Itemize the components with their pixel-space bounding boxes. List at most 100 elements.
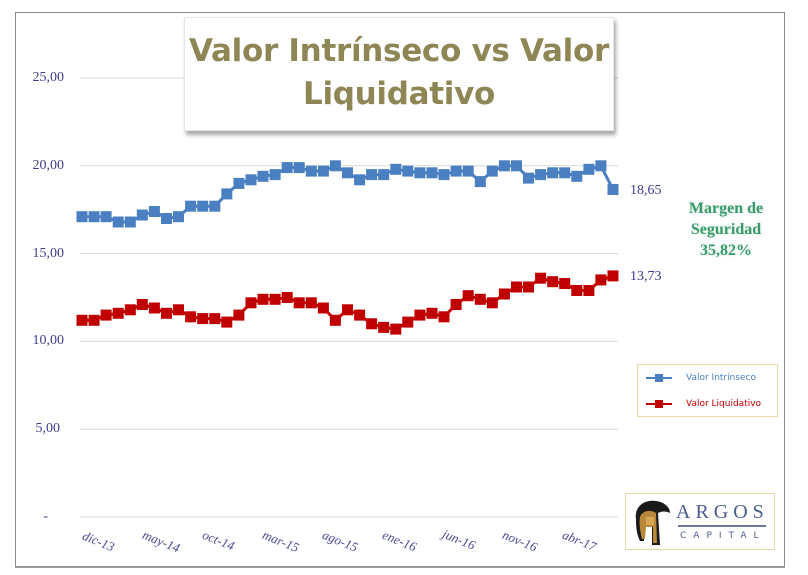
data-point-marker [209,313,221,325]
legend-label: Valor Intrínseco [686,373,757,383]
data-point-marker [354,309,366,321]
data-point-marker [221,188,233,200]
data-point-marker [390,163,402,175]
data-point-marker [76,314,88,326]
data-point-marker [571,170,583,182]
data-point-marker [329,314,341,326]
data-point-marker [450,299,462,310]
safety-margin-value: 35,82% [700,242,752,259]
data-point-marker [329,160,341,172]
data-point-marker [438,169,450,181]
chart-title-line-1: Valor Intrínseco vs Valor [189,33,609,69]
data-point-marker [148,206,160,217]
data-point-marker [462,165,474,177]
data-point-marker [366,169,378,181]
data-point-marker [88,314,100,326]
data-point-marker [136,209,148,221]
data-point-marker [173,211,184,223]
data-point-marker [197,200,209,212]
data-point-marker [426,167,438,179]
data-point-marker [161,213,172,224]
data-point-marker [438,311,450,323]
data-point-marker [547,167,559,179]
data-point-marker [583,285,595,296]
data-point-marker [233,177,245,189]
data-point-marker [462,290,474,302]
liquidativo-end-label: 13,73 [630,269,662,284]
data-point-marker [402,165,414,177]
data-point-marker [124,304,136,316]
data-point-marker [293,162,305,174]
data-point-marker [390,323,402,335]
data-point-marker [317,302,329,314]
safety-margin-line-1: Margen de [688,200,764,217]
spartan-helmet-icon [635,500,670,545]
data-point-marker [511,281,522,293]
chart-title-box: Valor Intrínseco vs Valor Liquidativo [184,17,614,131]
data-point-marker [414,167,426,179]
data-point-marker [354,174,366,186]
data-point-marker [100,211,112,223]
data-point-marker [342,167,353,179]
data-point-marker [293,297,305,309]
data-point-marker [486,297,498,309]
data-point-marker [607,270,619,282]
data-point-marker [209,200,221,212]
data-point-marker [257,170,269,182]
data-point-marker [185,311,197,323]
data-point-marker [595,160,607,172]
argos-capital-logo: ARGOS CAPITAL [625,493,775,550]
y-tick-label: 20,00 [32,158,65,173]
chart-legend: Valor Intrínseco Valor Liquidativo [637,364,778,417]
safety-margin-line-2: Seguridad [690,221,762,238]
data-point-marker [185,200,197,212]
data-point-marker [305,297,317,309]
data-point-marker [112,216,124,228]
data-point-marker [523,281,534,293]
data-point-marker [100,309,112,321]
legend-item-intrinseco[interactable]: Valor Intrínseco [646,371,756,385]
intrinseco-end-label: 18,65 [630,183,662,198]
data-point-marker [161,307,172,319]
data-point-marker [136,299,148,310]
data-point-marker [366,318,378,330]
logo-subtitle: CAPITAL [680,531,766,541]
data-point-marker [486,165,498,177]
data-point-marker [305,165,317,177]
data-point-marker [595,274,607,286]
y-tick-label: 10,00 [32,333,65,348]
data-point-marker [450,165,462,177]
square-marker-line-icon [646,399,672,409]
data-point-marker [76,211,88,223]
data-point-marker [88,211,100,223]
chart-title: Valor Intrínseco vs Valor Liquidativo [185,18,613,116]
data-point-marker [269,293,281,305]
y-tick-label: 25,00 [32,70,65,85]
data-point-marker [474,293,486,305]
legend-label: Valor Liquidativo [686,399,762,409]
data-point-marker [378,321,390,333]
logo-divider [678,525,766,527]
data-point-marker [173,304,184,316]
data-point-marker [148,302,160,314]
legend-item-liquidativo[interactable]: Valor Liquidativo [646,397,761,411]
data-point-marker [378,169,390,181]
data-point-marker [245,174,257,186]
data-point-marker [426,307,438,319]
data-point-marker [583,163,595,175]
data-point-marker [535,169,547,181]
data-point-marker [281,162,293,174]
safety-margin-annotation: Margen de Seguridad 35,82% [664,198,788,261]
data-point-marker [559,278,571,289]
data-point-marker [559,167,571,179]
y-tick-label: - [43,509,48,524]
data-point-marker [317,165,329,177]
chart-title-line-2: Liquidativo [302,76,496,112]
data-point-marker [233,309,245,321]
data-point-marker [342,304,353,316]
data-point-marker [124,216,136,228]
y-tick-label: 15,00 [32,246,65,261]
frame-shadow [15,566,785,568]
data-point-marker [197,313,209,325]
